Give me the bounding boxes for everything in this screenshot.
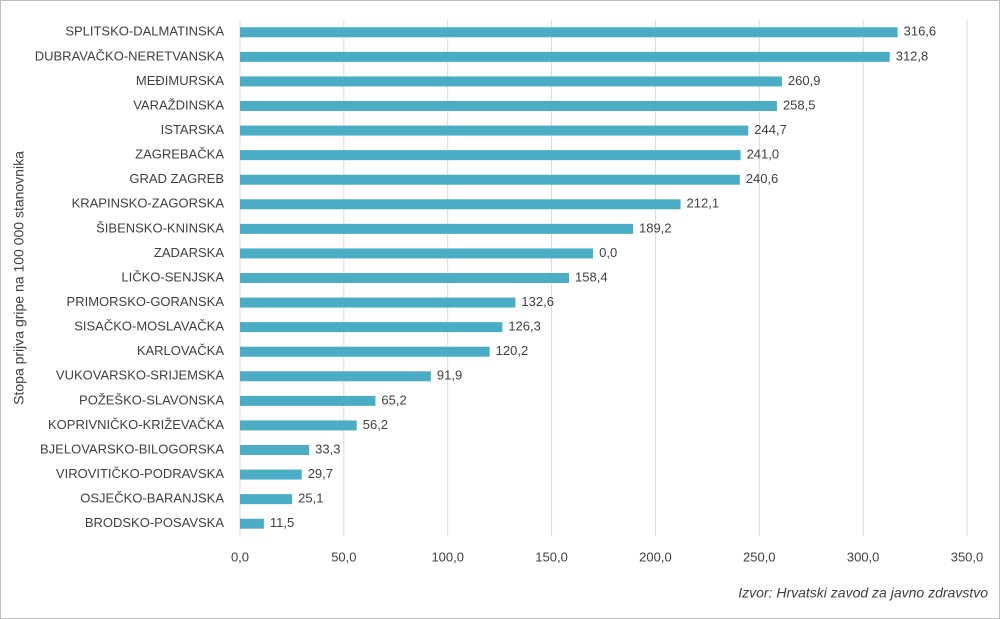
bar xyxy=(240,445,310,455)
bar xyxy=(240,76,782,87)
y-tick-label: VIROVITIČKO-PODRAVSKA xyxy=(56,466,224,481)
bar xyxy=(240,395,376,406)
bar xyxy=(240,101,777,111)
x-tick-label: 0,0 xyxy=(231,549,249,564)
bar xyxy=(240,125,749,136)
data-label: 126,3 xyxy=(508,319,541,334)
data-label: 29,7 xyxy=(308,466,333,481)
x-tick-label: 300,0 xyxy=(847,549,880,564)
data-label: 91,9 xyxy=(437,368,462,383)
y-axis-label: Stopa prijva gripe na 100 000 stanovnika xyxy=(11,151,27,405)
bar xyxy=(240,273,570,283)
bar xyxy=(240,322,503,333)
y-tick-label: BRODSKO-POSAVSKA xyxy=(85,515,225,530)
bar xyxy=(240,199,681,210)
data-label: 260,9 xyxy=(788,73,821,88)
y-tick-label: VARAŽDINSKA xyxy=(133,97,224,112)
data-label: 212,1 xyxy=(687,196,720,211)
bar xyxy=(240,420,357,431)
bar xyxy=(240,174,740,185)
bar xyxy=(240,27,898,38)
data-label: 244,7 xyxy=(754,122,787,137)
y-tick-label: MEĐIMURSKA xyxy=(136,73,224,88)
y-tick-label: DUBRAVAČKO-NERETVANSKA xyxy=(35,48,225,63)
y-tick-label: KRAPINSKO-ZAGORSKA xyxy=(72,196,225,211)
y-tick-label: KOPRIVNIČKO-KRIŽEVAČKA xyxy=(48,417,224,432)
x-tick-label: 250,0 xyxy=(743,549,776,564)
y-tick-label: BJELOVARSKO-BILOGORSKA xyxy=(40,441,224,456)
y-tick-label: SPLITSKO-DALMATINSKA xyxy=(65,24,224,39)
y-tick-label: KARLOVAČKA xyxy=(137,343,225,358)
bar xyxy=(240,371,431,382)
y-tick-label: LIČKO-SENJSKA xyxy=(121,269,224,284)
x-tick-label: 100,0 xyxy=(431,549,464,564)
data-label: 33,3 xyxy=(315,441,340,456)
y-tick-label: POŽEŠKO-SLAVONSKA xyxy=(79,392,224,407)
data-label: 65,2 xyxy=(381,392,406,407)
data-label: 241,0 xyxy=(747,147,780,162)
data-label: 25,1 xyxy=(298,491,323,506)
bar xyxy=(240,248,594,259)
x-tick-label: 350,0 xyxy=(951,549,984,564)
data-label: 11,5 xyxy=(270,515,294,530)
x-tick-label: 50,0 xyxy=(331,549,356,564)
bar xyxy=(240,297,516,308)
x-tick-label: 200,0 xyxy=(639,549,672,564)
bar xyxy=(240,494,293,505)
data-label: 158,4 xyxy=(575,269,608,284)
data-label: 240,6 xyxy=(746,171,779,186)
data-label: 132,6 xyxy=(521,294,554,309)
source-note: Izvor: Hrvatski zavod za javno zdravstvo xyxy=(738,585,988,601)
y-tick-label: SISAČKO-MOSLAVAČKA xyxy=(74,319,224,334)
data-label: 189,2 xyxy=(639,220,672,235)
y-tick-label: OSJEČKO-BARANJSKA xyxy=(80,491,224,506)
data-label: 120,2 xyxy=(496,343,529,358)
bar xyxy=(240,223,633,234)
y-tick-label: GRAD ZAGREB xyxy=(129,171,224,186)
y-tick-label: ZADARSKA xyxy=(154,245,224,260)
data-label: 316,6 xyxy=(904,24,937,39)
data-label: 56,2 xyxy=(363,417,388,432)
y-tick-label: ŠIBENSKO-KNINSKA xyxy=(96,220,224,235)
y-tick-label: PRIMORSKO-GORANSKA xyxy=(67,294,225,309)
x-tick-label: 150,0 xyxy=(535,549,568,564)
y-tick-label: ISTARSKA xyxy=(161,122,225,137)
y-tick-label: VUKOVARSKO-SRIJEMSKA xyxy=(56,368,224,383)
bar xyxy=(240,150,741,161)
data-label: 312,8 xyxy=(896,48,929,63)
bar xyxy=(240,518,264,529)
data-label: 258,5 xyxy=(783,97,816,112)
y-tick-label: ZAGREBAČKA xyxy=(135,147,224,162)
bar xyxy=(240,469,302,480)
bar xyxy=(240,346,490,357)
data-label: 0,0 xyxy=(599,245,617,260)
bar xyxy=(240,51,890,62)
